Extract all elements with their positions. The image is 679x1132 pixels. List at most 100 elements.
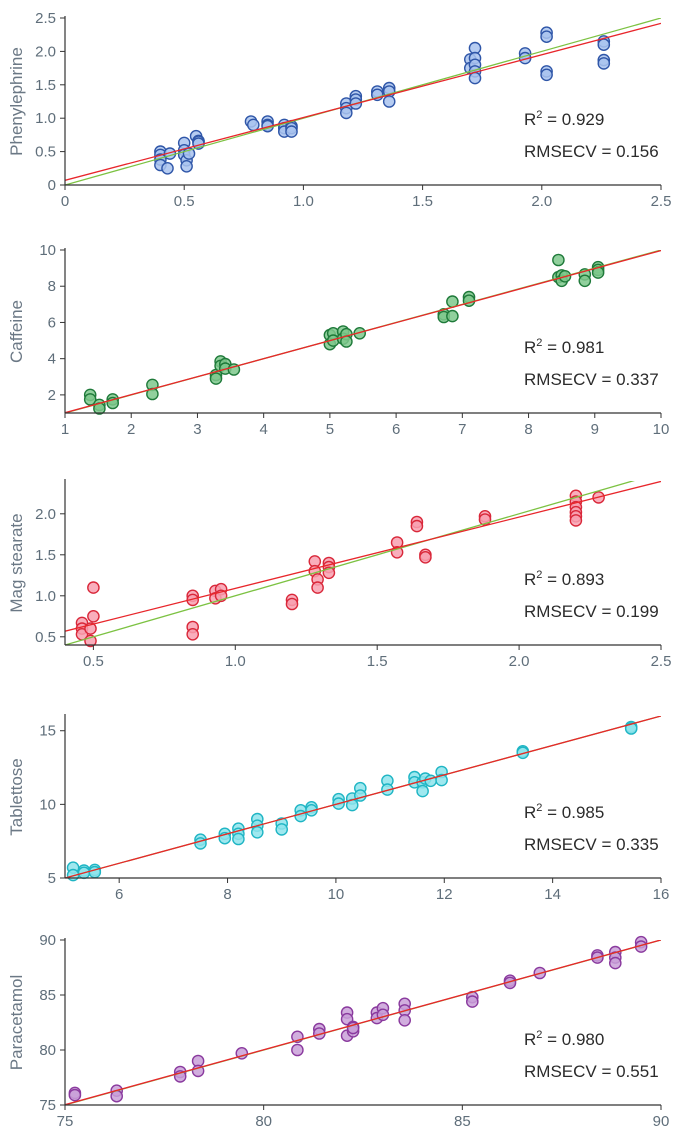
x-tick-label: 3 bbox=[193, 421, 201, 438]
data-point bbox=[435, 773, 448, 787]
x-tick-label: 4 bbox=[259, 421, 267, 438]
data-point bbox=[68, 1088, 82, 1102]
x-tick-label: 7 bbox=[458, 421, 466, 438]
r-squared-label: R2 = 0.929 bbox=[524, 109, 604, 129]
y-axis-title: Tablettose bbox=[7, 758, 26, 836]
x-tick-label: 14 bbox=[544, 886, 561, 903]
x-tick-label: 2.0 bbox=[531, 193, 552, 210]
y-tick-label: 1.0 bbox=[35, 110, 56, 127]
data-point bbox=[275, 823, 289, 836]
rmsecv-label: RMSECV = 0.335 bbox=[524, 835, 659, 854]
data-point bbox=[624, 722, 638, 735]
y-tick-label: 15 bbox=[39, 723, 56, 740]
data-point bbox=[83, 393, 97, 406]
chart-panel-3: 0.5 1.0 1.5 2.0 2.5 0.5 1.0 1.5 2.0 Mag stearate R… bbox=[7, 479, 671, 670]
y-tick-label: 1.0 bbox=[35, 588, 56, 605]
data-point bbox=[569, 514, 583, 527]
data-point bbox=[246, 118, 260, 132]
data-point bbox=[285, 125, 298, 138]
data-point bbox=[419, 551, 432, 564]
r-squared-label: R2 = 0.981 bbox=[524, 337, 604, 357]
x-tick-label: 8 bbox=[524, 421, 532, 438]
x-tick-label: 9 bbox=[591, 421, 599, 438]
y-tick-label: 85 bbox=[39, 987, 56, 1004]
data-point bbox=[209, 372, 223, 385]
x-tick-label: 2.0 bbox=[509, 653, 530, 670]
x-tick-label: 10 bbox=[653, 421, 670, 438]
regression-line bbox=[65, 22, 661, 181]
x-tick-label: 12 bbox=[436, 886, 453, 903]
data-point bbox=[382, 95, 396, 108]
x-tick-label: 90 bbox=[653, 1113, 670, 1130]
x-tick-label: 1.0 bbox=[225, 653, 246, 670]
x-tick-label: 2.5 bbox=[651, 193, 672, 210]
y-tick-label: 2.0 bbox=[35, 43, 56, 60]
data-point bbox=[398, 1014, 412, 1027]
data-point bbox=[180, 159, 193, 173]
x-tick-label: 1.5 bbox=[412, 193, 433, 210]
x-tick-label: 1 bbox=[61, 421, 69, 438]
y-tick-label: 10 bbox=[39, 242, 56, 259]
data-point bbox=[161, 161, 174, 175]
x-tick-label: 6 bbox=[115, 886, 123, 903]
data-point bbox=[339, 106, 353, 120]
y-tick-label: 6 bbox=[48, 314, 56, 331]
data-points bbox=[75, 489, 605, 648]
data-point bbox=[540, 30, 553, 44]
data-point bbox=[410, 519, 424, 533]
data-point bbox=[294, 809, 308, 823]
x-tick-label: 8 bbox=[223, 886, 231, 903]
y-tick-label: 0.5 bbox=[35, 144, 56, 161]
rmsecv-label: RMSECV = 0.337 bbox=[524, 370, 659, 389]
y-axis-title: Paracetamol bbox=[7, 975, 26, 1070]
y-axis-title: Mag stearate bbox=[7, 513, 26, 612]
y-tick-label: 90 bbox=[39, 932, 56, 949]
data-point bbox=[291, 1043, 304, 1057]
x-tick-label: 0.5 bbox=[174, 193, 195, 210]
chart-panel-4: 6 8 10 12 14 16 5 10 15 Tablettose R2 = 0.985 RMSEC… bbox=[7, 714, 669, 903]
x-tick-label: 85 bbox=[454, 1113, 471, 1130]
r-squared-label: R2 = 0.980 bbox=[524, 1029, 604, 1049]
y-tick-label: 10 bbox=[39, 796, 56, 813]
data-point bbox=[381, 783, 394, 796]
y-tick-label: 2.0 bbox=[35, 506, 56, 523]
data-point bbox=[232, 832, 245, 846]
x-tick-label: 5 bbox=[326, 421, 334, 438]
rmsecv-label: RMSECV = 0.551 bbox=[524, 1062, 659, 1081]
data-point bbox=[609, 956, 622, 970]
data-point bbox=[285, 597, 299, 611]
x-tick-label: 10 bbox=[328, 886, 345, 903]
data-point bbox=[552, 253, 565, 267]
chart-panel-1: 0 0.5 1.0 1.5 2.0 2.5 0 0.5 1.0 1.5 2.0 2.5 Phenylep… bbox=[7, 10, 671, 210]
data-point bbox=[186, 628, 199, 641]
y-tick-label: 1.5 bbox=[35, 77, 56, 94]
data-point bbox=[250, 826, 264, 839]
y-tick-label: 0.5 bbox=[35, 629, 56, 646]
regression-line bbox=[65, 940, 661, 1105]
x-tick-label: 75 bbox=[57, 1113, 74, 1130]
data-point bbox=[468, 71, 482, 85]
y-tick-label: 0 bbox=[48, 177, 56, 194]
data-points bbox=[83, 253, 605, 415]
x-tick-label: 0 bbox=[61, 193, 69, 210]
y-tick-label: 1.5 bbox=[35, 547, 56, 564]
data-point bbox=[305, 804, 318, 817]
x-tick-label: 6 bbox=[392, 421, 400, 438]
data-point bbox=[516, 746, 530, 760]
data-point bbox=[540, 68, 553, 82]
data-point bbox=[311, 581, 324, 594]
x-tick-label: 1.0 bbox=[293, 193, 314, 210]
data-point bbox=[87, 581, 100, 594]
chart-panel-5: 75 80 85 90 75 80 85 90 Paracetamol R2 = 0.980 RMS… bbox=[7, 932, 669, 1130]
y-tick-label: 8 bbox=[48, 278, 56, 295]
data-point bbox=[578, 274, 592, 288]
x-tick-label: 16 bbox=[653, 886, 670, 903]
r-squared-label: R2 = 0.893 bbox=[524, 569, 604, 589]
y-tick-label: 5 bbox=[48, 870, 56, 887]
data-point bbox=[462, 294, 476, 308]
y-tick-label: 4 bbox=[48, 351, 56, 368]
regression-line bbox=[65, 481, 661, 632]
ideal-line bbox=[65, 481, 635, 645]
